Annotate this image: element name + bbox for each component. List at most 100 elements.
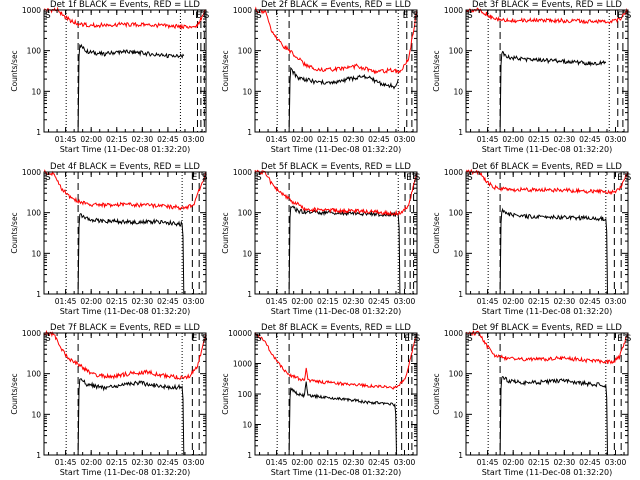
y-tick-label: 1 bbox=[458, 451, 463, 460]
detector-panel: Det 8f BLACK = Events, RED = LLD 1 10 100 10… bbox=[221, 323, 421, 477]
x-tick-label: 02:00 bbox=[291, 458, 313, 467]
y-tick-label: 1 bbox=[458, 128, 463, 137]
x-tick-label: 03:00 bbox=[605, 458, 627, 467]
y-tick-label: 10 bbox=[242, 87, 252, 96]
x-tick-label: 02:15 bbox=[317, 297, 339, 306]
y-tick-label: 1 bbox=[36, 290, 41, 299]
x-axis-label: Start Time (11-Dec-08 01:32:20) bbox=[482, 145, 613, 154]
y-axis-label: Counts/sec bbox=[10, 212, 19, 253]
y-tick-label: 100 bbox=[238, 47, 253, 56]
x-tick-label: 02:45 bbox=[579, 297, 601, 306]
x-tick-label: 03:00 bbox=[394, 297, 416, 306]
x-tick-label: 02:30 bbox=[343, 135, 365, 144]
y-tick-label: 100 bbox=[238, 209, 253, 218]
y-tick-label: 1000 bbox=[22, 6, 41, 15]
x-tick-label: 01:45 bbox=[55, 135, 77, 144]
x-tick-label: 03:00 bbox=[183, 135, 205, 144]
y-tick-label: 10 bbox=[242, 421, 252, 430]
x-axis-label: Start Time (11-Dec-08 01:32:20) bbox=[60, 145, 191, 154]
x-tick-label: 02:00 bbox=[502, 297, 524, 306]
events-series-line bbox=[499, 375, 608, 456]
x-axis-label: Start Time (11-Dec-08 01:32:20) bbox=[482, 468, 613, 477]
x-tick-label: 02:15 bbox=[106, 135, 128, 144]
events-series-line bbox=[77, 43, 185, 133]
y-tick-label: 1 bbox=[36, 451, 41, 460]
x-tick-label: 02:30 bbox=[132, 458, 154, 467]
start-end-marker: S bbox=[467, 11, 473, 21]
start-end-marker: S bbox=[467, 334, 473, 344]
start-end-marker: S bbox=[45, 11, 51, 21]
start-end-marker: S bbox=[415, 334, 421, 344]
events-series-line bbox=[288, 66, 399, 133]
x-tick-label: 02:45 bbox=[368, 458, 390, 467]
detector-panel: Det 9f BLACK = Events, RED = LLD 1 10 100 10… bbox=[432, 323, 632, 477]
detector-panel: Det 5f BLACK = Events, RED = LLD 1 10 100 10… bbox=[221, 162, 421, 316]
y-tick-label: 10 bbox=[31, 87, 41, 96]
x-tick-label: 02:45 bbox=[579, 135, 601, 144]
x-tick-label: 01:45 bbox=[266, 297, 288, 306]
y-tick-label: 10 bbox=[453, 410, 463, 419]
panel-title: Det 8f BLACK = Events, RED = LLD bbox=[261, 323, 411, 333]
panel-title: Det 2f BLACK = Events, RED = LLD bbox=[261, 0, 411, 10]
y-axis-label: Counts/sec bbox=[432, 50, 441, 91]
start-end-marker: E bbox=[617, 334, 623, 344]
lld-series-line bbox=[43, 169, 207, 211]
y-tick-label: 1000 bbox=[444, 6, 463, 15]
y-tick-label: 100 bbox=[27, 209, 42, 218]
x-tick-label: 02:45 bbox=[579, 458, 601, 467]
x-tick-label: 02:45 bbox=[157, 135, 179, 144]
panel-title: Det 6f BLACK = Events, RED = LLD bbox=[472, 162, 622, 172]
x-tick-label: 02:15 bbox=[106, 458, 128, 467]
y-tick-label: 1 bbox=[247, 290, 252, 299]
y-tick-label: 10 bbox=[31, 410, 41, 419]
x-tick-label: 02:45 bbox=[157, 458, 179, 467]
start-end-marker: S bbox=[626, 11, 632, 21]
panel-title: Det 3f BLACK = Events, RED = LLD bbox=[472, 0, 622, 10]
x-tick-label: 02:15 bbox=[528, 297, 550, 306]
detector-panel: Det 7f BLACK = Events, RED = LLD 1 10 100 10… bbox=[10, 323, 208, 477]
plot-frame bbox=[465, 9, 629, 133]
y-tick-label: 1 bbox=[247, 451, 252, 460]
x-tick-label: 02:15 bbox=[317, 135, 339, 144]
x-tick-label: 02:00 bbox=[80, 458, 102, 467]
x-tick-label: 02:30 bbox=[554, 135, 576, 144]
y-tick-label: 1 bbox=[36, 128, 41, 137]
panel-title: Det 7f BLACK = Events, RED = LLD bbox=[50, 323, 200, 333]
start-end-marker: E bbox=[403, 11, 409, 21]
start-end-marker: E bbox=[406, 173, 412, 183]
x-tick-label: 02:00 bbox=[291, 297, 313, 306]
lld-series-line bbox=[254, 332, 418, 390]
y-axis-label: Counts/sec bbox=[432, 212, 441, 253]
y-axis-label: Counts/sec bbox=[10, 50, 19, 91]
y-tick-label: 10 bbox=[31, 249, 41, 258]
y-tick-label: 1000 bbox=[233, 6, 252, 15]
panel-title: Det 4f BLACK = Events, RED = LLD bbox=[50, 162, 200, 172]
x-tick-label: 02:00 bbox=[502, 135, 524, 144]
x-axis-label: Start Time (11-Dec-08 01:32:20) bbox=[271, 307, 402, 316]
x-tick-label: 02:30 bbox=[132, 297, 154, 306]
events-series-line bbox=[77, 378, 185, 456]
x-axis-label: Start Time (11-Dec-08 01:32:20) bbox=[482, 307, 613, 316]
start-end-marker: E bbox=[195, 11, 201, 21]
x-axis-label: Start Time (11-Dec-08 01:32:20) bbox=[60, 307, 191, 316]
x-tick-label: 02:15 bbox=[528, 135, 550, 144]
lld-series-line bbox=[43, 329, 207, 380]
y-tick-label: 100 bbox=[449, 370, 464, 379]
y-axis-label: Counts/sec bbox=[221, 50, 230, 91]
start-end-marker: S bbox=[45, 173, 51, 183]
detector-panel: Det 2f BLACK = Events, RED = LLD 1 10 100 10… bbox=[221, 0, 419, 154]
start-end-marker: S bbox=[202, 334, 208, 344]
detector-panel: Det 6f BLACK = Events, RED = LLD 1 10 100 10… bbox=[432, 162, 632, 316]
start-end-marker: E bbox=[617, 173, 623, 183]
start-end-marker: S bbox=[626, 334, 632, 344]
x-tick-label: 01:45 bbox=[477, 135, 499, 144]
x-tick-label: 01:45 bbox=[55, 297, 77, 306]
x-tick-label: 02:00 bbox=[502, 458, 524, 467]
lld-series-line bbox=[254, 6, 418, 75]
y-tick-label: 10 bbox=[453, 249, 463, 258]
plot-frame bbox=[254, 332, 418, 456]
panel-title: Det 9f BLACK = Events, RED = LLD bbox=[472, 323, 622, 333]
y-tick-label: 10 bbox=[453, 87, 463, 96]
y-tick-label: 100 bbox=[449, 209, 464, 218]
